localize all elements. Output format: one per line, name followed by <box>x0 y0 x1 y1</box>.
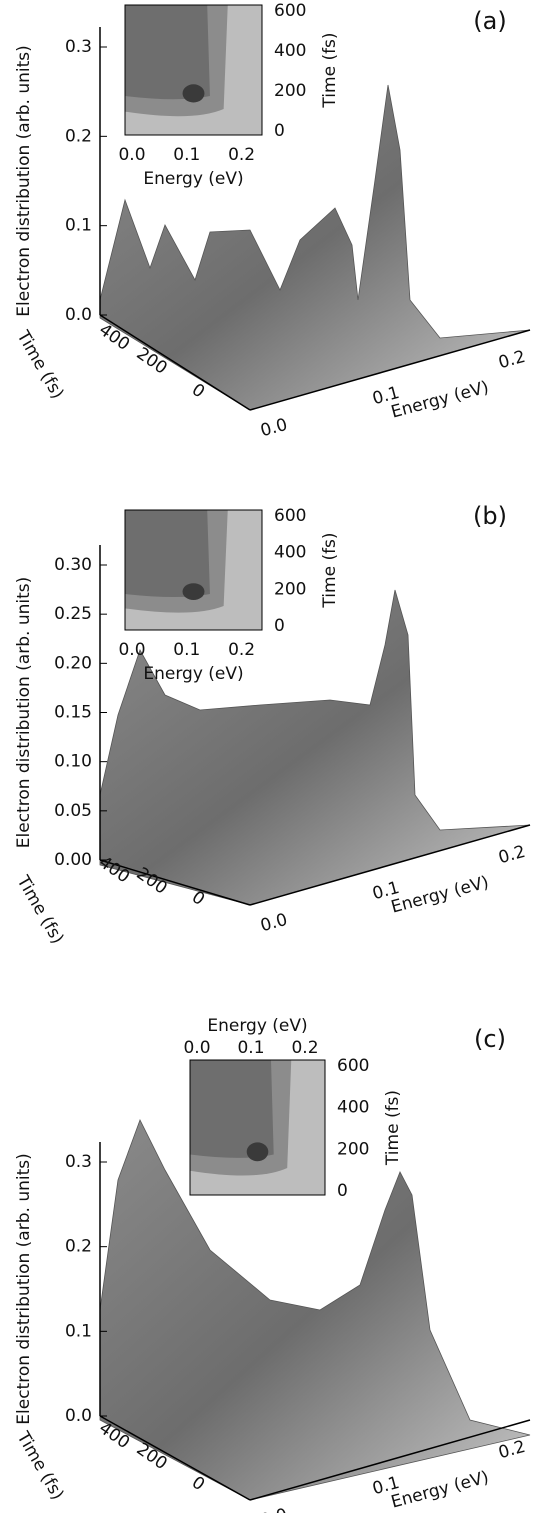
surface <box>99 589 531 906</box>
inset-x-axis-label: Energy (eV) <box>207 1016 307 1036</box>
energy-tick-label: 0.0 <box>258 1505 289 1513</box>
inset-x-axis-label: Energy (eV) <box>143 664 243 684</box>
inset-y-tick-label: 400 <box>337 1098 369 1118</box>
inset-y-tick-label: 0 <box>274 121 285 141</box>
inset-y-tick-label: 600 <box>337 1056 369 1076</box>
z-tick-label: 0.30 <box>54 555 92 575</box>
inset-contour <box>182 583 205 600</box>
inset-x-tick-label: 0.1 <box>173 640 200 660</box>
time-tick-label: 0 <box>188 380 208 403</box>
z-tick-label: 0.20 <box>54 653 92 673</box>
z-tick-label: 0.1 <box>65 1321 92 1341</box>
inset-y-tick-label: 0 <box>337 1181 348 1201</box>
inset-contour <box>190 1060 274 1158</box>
inset-contour <box>246 1142 269 1162</box>
inset-frame <box>124 509 263 631</box>
z-tick-label: 0.3 <box>65 1152 92 1172</box>
time-axis-label: Time (fs) <box>12 327 67 403</box>
z-tick-label: 0.2 <box>65 1237 92 1257</box>
inset-y-tick-label: 200 <box>274 579 306 599</box>
inset-x-tick-label: 0.0 <box>183 1038 210 1058</box>
z-tick-label: 0.00 <box>54 850 92 870</box>
inset-frame <box>124 4 263 136</box>
surface <box>99 84 531 411</box>
energy-tick-label: 0.0 <box>258 910 289 936</box>
z-tick-label: 0.10 <box>54 752 92 772</box>
inset-contour <box>125 5 210 100</box>
surface <box>99 1118 531 1501</box>
z-tick-label: 0.15 <box>54 703 92 723</box>
z-tick-label: 0.0 <box>65 305 92 325</box>
inset-contour <box>182 84 205 103</box>
energy-axis-label: Energy (eV) <box>389 872 491 917</box>
energy-axis-label: Energy (eV) <box>389 1467 491 1512</box>
inset-y-tick-label: 600 <box>274 506 306 526</box>
inset-x-tick-label: 0.1 <box>173 145 200 165</box>
inset-x-tick-label: 0.0 <box>118 640 145 660</box>
energy-tick-label: 0.2 <box>496 842 527 868</box>
inset-y-tick-label: 200 <box>274 81 306 101</box>
energy-axis <box>249 329 531 411</box>
z-tick-label: 0.25 <box>54 604 92 624</box>
inset-y-tick-label: 400 <box>274 41 306 61</box>
inset-y-tick-label: 600 <box>274 1 306 21</box>
inset-x-axis-label: Energy (eV) <box>143 169 243 189</box>
panel-label: (a) <box>473 7 506 35</box>
z-tick-label: 0.05 <box>54 801 92 821</box>
inset-y-axis-label: Time (fs) <box>383 1090 403 1166</box>
z-axis-label: Electron distribution (arb. units) <box>14 1153 34 1424</box>
inset-frame <box>189 1059 326 1196</box>
panel: 0.3 0.2 0.1 0.0 Electron distribution (arb. … <box>12 1016 531 1513</box>
time-axis <box>99 1415 251 1501</box>
time-axis <box>99 859 251 906</box>
time-tick-label: 0 <box>188 887 208 910</box>
inset-x-tick-label: 0.2 <box>291 1038 318 1058</box>
panel: 0.3 0.2 0.1 0.0 Electron distribution (arb. … <box>12 1 531 441</box>
z-tick-label: 0.1 <box>65 216 92 236</box>
inset-x-tick-label: 0.0 <box>118 145 145 165</box>
inset-x-tick-label: 0.1 <box>237 1038 264 1058</box>
time-axis <box>99 314 251 411</box>
energy-axis <box>249 824 531 906</box>
panel-label: (c) <box>474 1025 506 1053</box>
inset-y-tick-label: 400 <box>274 543 306 563</box>
time-axis-label: Time (fs) <box>12 872 67 948</box>
inset-y-axis-label: Time (fs) <box>320 32 340 108</box>
z-axis-label: Electron distribution (arb. units) <box>14 45 34 316</box>
inset-x-tick-label: 0.2 <box>228 640 255 660</box>
inset-contour <box>125 510 210 597</box>
inset-x-tick-label: 0.2 <box>228 145 255 165</box>
energy-axis-label: Energy (eV) <box>389 377 491 422</box>
z-tick-label: 0.2 <box>65 126 92 146</box>
inset-y-tick-label: 0 <box>274 616 285 636</box>
energy-tick-label: 0.2 <box>496 347 527 373</box>
inset-y-axis-label: Time (fs) <box>320 532 340 608</box>
panel-label: (b) <box>473 502 507 530</box>
time-tick-label: 0 <box>188 1473 208 1496</box>
z-tick-label: 0.0 <box>65 1406 92 1426</box>
time-axis-label: Time (fs) <box>12 1428 67 1504</box>
inset-y-tick-label: 200 <box>337 1139 369 1159</box>
z-tick-label: 0.3 <box>65 37 92 57</box>
energy-tick-label: 0.0 <box>258 415 289 441</box>
energy-axis <box>249 1419 531 1501</box>
z-axis-label: Electron distribution (arb. units) <box>14 577 34 848</box>
